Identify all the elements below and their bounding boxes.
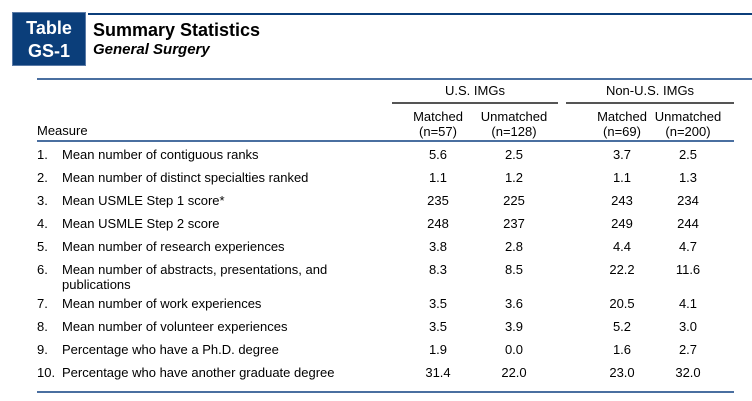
row-label: Mean USMLE Step 1 score* bbox=[62, 193, 225, 208]
table-row: 1. Mean number of contiguous ranks 5.6 2.5 3… bbox=[37, 147, 737, 167]
row-label: Percentage who have another graduate deg… bbox=[62, 365, 335, 380]
table-subtitle: General Surgery bbox=[93, 41, 210, 58]
row-label: Mean number of work experiences bbox=[62, 296, 262, 311]
cell-value: 1.6 bbox=[612, 342, 632, 357]
row-number: 4. bbox=[37, 216, 48, 231]
cell-value: 243 bbox=[611, 193, 633, 208]
row-label: Percentage who have a Ph.D. degree bbox=[62, 342, 279, 357]
column-header: Unmatched (n=128) bbox=[474, 109, 554, 139]
row-number: 9. bbox=[37, 342, 48, 357]
cell-value: 3.5 bbox=[428, 296, 448, 311]
cell-value: 1.2 bbox=[504, 170, 524, 185]
cell-value: 5.6 bbox=[428, 147, 448, 162]
row-label: Mean number of contiguous ranks bbox=[62, 147, 259, 162]
row-number: 7. bbox=[37, 296, 48, 311]
cell-value: 8.3 bbox=[428, 262, 448, 277]
cell-value: 2.5 bbox=[678, 147, 698, 162]
cell-value: 3.6 bbox=[504, 296, 524, 311]
column-n: (n=128) bbox=[491, 124, 537, 139]
row-label: Mean number of distinct specialties rank… bbox=[62, 170, 309, 185]
cell-value: 4.4 bbox=[612, 239, 632, 254]
cell-value: 0.0 bbox=[504, 342, 524, 357]
cell-value: 5.2 bbox=[612, 319, 632, 334]
row-number: 1. bbox=[37, 147, 48, 162]
row-label: Mean USMLE Step 2 score bbox=[62, 216, 220, 231]
column-n: (n=57) bbox=[419, 124, 457, 139]
column-header: Matched (n=69) bbox=[582, 109, 662, 139]
column-label: Unmatched bbox=[480, 109, 548, 124]
column-label: Matched bbox=[597, 109, 647, 124]
group-underline bbox=[566, 102, 734, 104]
table-row: 8. Mean number of volunteer experiences 3.… bbox=[37, 319, 737, 339]
cell-value: 1.9 bbox=[428, 342, 448, 357]
table-row: 2. Mean number of distinct specialties ra… bbox=[37, 170, 737, 190]
cell-value: 20.5 bbox=[609, 296, 635, 311]
cell-value: 225 bbox=[503, 193, 525, 208]
cell-value: 3.8 bbox=[428, 239, 448, 254]
cell-value: 2.7 bbox=[678, 342, 698, 357]
table-row: 6. Mean number of abstracts, presentation… bbox=[37, 262, 737, 292]
group-non-us-imgs: Non-U.S. IMGs bbox=[605, 83, 695, 98]
cell-value: 1.1 bbox=[428, 170, 448, 185]
badge-line-1: Table bbox=[26, 18, 72, 38]
cell-value: 22.0 bbox=[501, 365, 527, 380]
cell-value: 249 bbox=[611, 216, 633, 231]
table-title: Summary Statistics bbox=[93, 20, 261, 40]
group-underline bbox=[392, 102, 558, 104]
cell-value: 248 bbox=[427, 216, 449, 231]
cell-value: 235 bbox=[427, 193, 449, 208]
row-label: Mean number of volunteer experiences bbox=[62, 319, 288, 334]
cell-value: 31.4 bbox=[425, 365, 451, 380]
cell-value: 1.3 bbox=[678, 170, 698, 185]
cell-value: 11.6 bbox=[675, 262, 701, 277]
cell-value: 244 bbox=[677, 216, 699, 231]
cell-value: 234 bbox=[677, 193, 699, 208]
badge-line-2: GS-1 bbox=[27, 41, 70, 61]
table-row: 9. Percentage who have a Ph.D. degree 1.9 0… bbox=[37, 342, 737, 362]
cell-value: 3.7 bbox=[612, 147, 632, 162]
cell-value: 1.1 bbox=[612, 170, 632, 185]
row-label: Mean number of abstracts, presentations,… bbox=[62, 262, 328, 292]
cell-value: 23.0 bbox=[609, 365, 635, 380]
table-row: 10. Percentage who have another graduate … bbox=[37, 365, 737, 385]
column-label: Matched bbox=[413, 109, 463, 124]
column-n: (n=200) bbox=[665, 124, 711, 139]
table-row: 5. Mean number of research experiences 3.8… bbox=[37, 239, 737, 259]
table-row: 7. Mean number of work experiences 3.5 3.6 2… bbox=[37, 296, 737, 316]
cell-value: 237 bbox=[503, 216, 525, 231]
header-rule bbox=[37, 78, 752, 80]
top-rule bbox=[88, 13, 752, 15]
cell-value: 4.7 bbox=[678, 239, 698, 254]
column-header: Matched (n=57) bbox=[398, 109, 478, 139]
row-number: 6. bbox=[37, 262, 48, 277]
table-row: 3. Mean USMLE Step 1 score* 235 225 243 234 bbox=[37, 193, 737, 213]
row-number: 10. bbox=[37, 365, 56, 380]
table-badge: Table GS-1 bbox=[12, 12, 86, 66]
row-number: 3. bbox=[37, 193, 48, 208]
column-n: (n=69) bbox=[603, 124, 641, 139]
cell-value: 3.5 bbox=[428, 319, 448, 334]
cell-value: 32.0 bbox=[675, 365, 701, 380]
bottom-rule bbox=[37, 391, 734, 393]
cell-value: 3.0 bbox=[678, 319, 698, 334]
column-header: Unmatched (n=200) bbox=[648, 109, 728, 139]
table-row: 4. Mean USMLE Step 2 score 248 237 249 244 bbox=[37, 216, 737, 236]
cell-value: 3.9 bbox=[504, 319, 524, 334]
row-label: Mean number of research experiences bbox=[62, 239, 285, 254]
row-number: 8. bbox=[37, 319, 48, 334]
cell-value: 2.5 bbox=[504, 147, 524, 162]
cell-value: 22.2 bbox=[609, 262, 635, 277]
row-number: 2. bbox=[37, 170, 48, 185]
group-us-imgs: U.S. IMGs bbox=[445, 83, 505, 98]
subheader-rule bbox=[37, 140, 734, 142]
column-label: Unmatched bbox=[654, 109, 722, 124]
row-number: 5. bbox=[37, 239, 48, 254]
measure-header: Measure bbox=[37, 123, 88, 138]
cell-value: 4.1 bbox=[678, 296, 698, 311]
cell-value: 8.5 bbox=[504, 262, 524, 277]
cell-value: 2.8 bbox=[504, 239, 524, 254]
